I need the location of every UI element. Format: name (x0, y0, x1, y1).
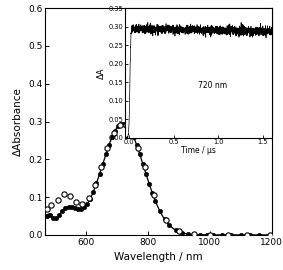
Y-axis label: ΔAbsorbance: ΔAbsorbance (12, 87, 23, 156)
X-axis label: Wavelength / nm: Wavelength / nm (114, 252, 203, 262)
Text: 720 nm: 720 nm (198, 81, 227, 90)
X-axis label: Time / μs: Time / μs (181, 147, 216, 156)
Y-axis label: ΔA: ΔA (97, 67, 106, 79)
